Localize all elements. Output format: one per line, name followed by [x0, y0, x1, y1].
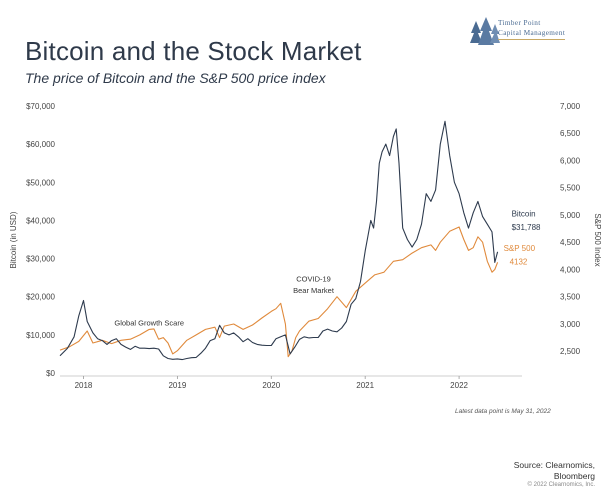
latest-data-note: Latest data point is May 31, 2022: [455, 408, 551, 415]
y-tick-label-right: 3,000: [560, 320, 581, 329]
y-tick-label-right: 6,000: [560, 156, 581, 165]
sp500-end-label: S&P 500: [504, 244, 536, 253]
bitcoin-end-label: Bitcoin: [512, 210, 536, 219]
sp500-end-value: 4132: [510, 257, 528, 266]
y-tick-label-left: $10,000: [26, 331, 55, 340]
x-tick-label: 2021: [356, 381, 374, 390]
y-tick-label-right: 7,000: [560, 102, 581, 111]
y-tick-label-right: 4,500: [560, 238, 581, 247]
y-axis-title-right: S&P 500 Index: [593, 213, 602, 266]
y-tick-label-left: $40,000: [26, 216, 55, 225]
y-tick-label-left: $70,000: [26, 102, 55, 111]
logo-line-2: Capital Management: [498, 28, 566, 40]
page-title: Bitcoin and the Stock Market: [25, 36, 362, 66]
x-tick-label: 2018: [75, 381, 93, 390]
y-tick-label-left: $60,000: [26, 140, 55, 149]
bitcoin-sp500-chart: Bitcoin (in USD) S&P 500 Index $0 $10,000…: [9, 102, 602, 390]
chart-annotation: Global Growth Scare: [114, 318, 184, 327]
chart-annotation: COVID-19: [296, 274, 331, 283]
y-tick-label-left: $20,000: [26, 293, 55, 302]
x-tick-label: 2019: [168, 381, 186, 390]
x-tick-label: 2022: [450, 381, 468, 390]
pine-trees-icon: [470, 17, 500, 45]
bitcoin-series-line: [59, 120, 499, 361]
y-tick-label-right: 2,500: [560, 347, 581, 356]
y-tick-label-right: 3,500: [560, 293, 581, 302]
x-tick-label: 2020: [262, 381, 280, 390]
y-tick-label-right: 5,500: [560, 184, 581, 193]
y-tick-label-right: 6,500: [560, 129, 581, 138]
source-line-2: Bloomberg: [553, 471, 595, 481]
source-note: Source: Clearnomics, Bloomberg: [514, 460, 595, 482]
y-tick-label-left: $0: [46, 369, 55, 378]
company-logo: Timber Point Capital Management: [498, 18, 566, 40]
copyright-note: © 2022 Clearnomics, Inc.: [527, 482, 595, 488]
bitcoin-end-value: $31,788: [512, 223, 541, 232]
y-axis-title-left: Bitcoin (in USD): [9, 211, 18, 268]
chart-annotation: Bear Market: [293, 286, 335, 295]
y-tick-label-right: 4,000: [560, 265, 581, 274]
y-tick-label-left: $50,000: [26, 178, 55, 187]
source-line-1: Source: Clearnomics,: [513, 460, 595, 470]
y-tick-label-left: $30,000: [26, 255, 55, 264]
logo-line-1: Timber Point: [498, 19, 541, 27]
page-subtitle: The price of Bitcoin and the S&P 500 pri…: [25, 70, 326, 86]
y-tick-label-right: 5,000: [560, 211, 581, 220]
